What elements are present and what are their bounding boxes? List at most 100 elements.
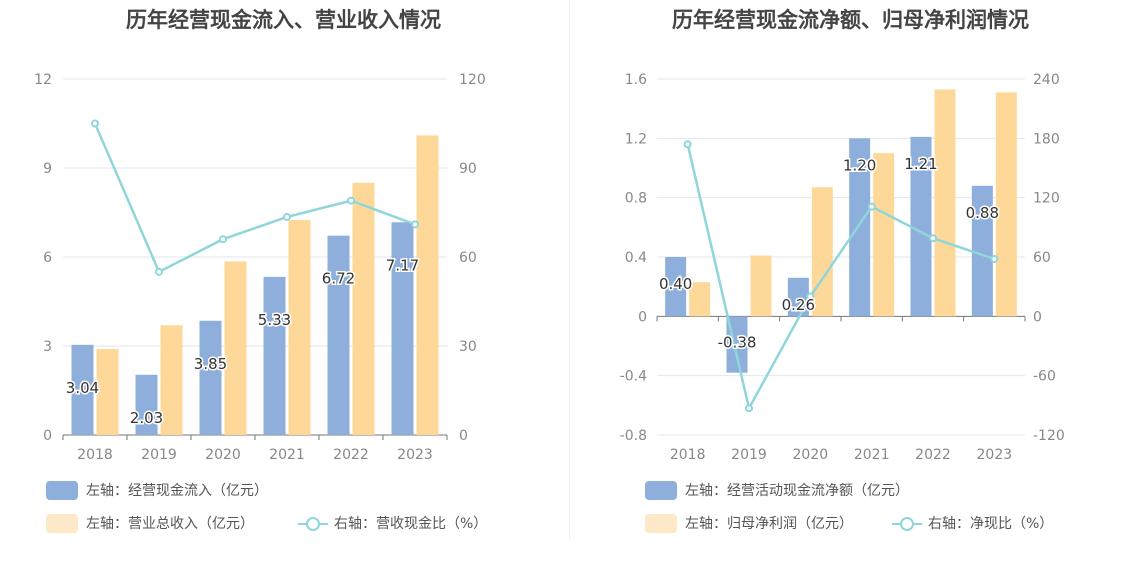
right-axis-tick-label: 180 (1033, 131, 1060, 147)
bar-series-1 (971, 185, 993, 317)
ratio-line-point (745, 404, 753, 413)
bar-series-1 (665, 257, 687, 317)
right-axis-tick-label: 0 (1033, 309, 1042, 325)
bar-data-label: 0.40 (659, 275, 692, 293)
cash-inflow-revenue-panel: 历年经营现金流入、营业收入情况 0 3 6 9 12 0 30 60 90 120 2018 2019… (34, 8, 487, 533)
legend-label: 左轴：经营现金流入（亿元） (86, 483, 268, 499)
bar-data-label: 6.72 (322, 270, 355, 288)
ratio-line-point (283, 212, 291, 221)
x-axis-tick-label: 2018 (77, 447, 113, 463)
x-axis-tick-label: 2019 (731, 447, 767, 463)
x-axis-tick-label: 2022 (915, 447, 951, 463)
bar-data-label: 0.88 (966, 204, 999, 222)
right-axis-tick-label: -60 (1033, 369, 1056, 385)
bar-data-label: 1.21 (904, 155, 937, 173)
left-axis-tick-label: -0.8 (620, 428, 647, 444)
legend-cash-inflow[interactable]: 左轴：经营现金流入（亿元） (46, 480, 268, 500)
right-axis-tick-label: 30 (459, 339, 477, 355)
bar-series-2 (873, 153, 895, 317)
ratio-line-point (347, 196, 355, 205)
right-axis-tick-label: 60 (459, 250, 477, 266)
ratio-line-point (219, 235, 227, 244)
left-axis-tick-label: 3 (43, 339, 52, 355)
ratio-line-point (411, 220, 419, 229)
x-axis-tick-label: 2022 (333, 447, 369, 463)
left-axis-tick-label: 1.2 (625, 131, 647, 147)
right-axis-tick-label: 120 (1033, 191, 1060, 207)
right-axis-tick-label: 0 (459, 428, 468, 444)
bar-series-2 (811, 187, 833, 317)
ratio-line-point (990, 254, 999, 263)
bar-series-2 (689, 282, 711, 317)
legend-swatch-bar2 (46, 513, 78, 533)
ratio-line-point (91, 119, 99, 128)
left-axis-tick-label: 1.6 (625, 72, 647, 88)
ratio-line-point (155, 267, 163, 276)
legend-net-profit[interactable]: 左轴：归母净利润（亿元） (645, 513, 853, 533)
x-axis-tick-label: 2023 (397, 447, 433, 463)
bar-data-label: -0.38 (718, 334, 757, 352)
legend-line-marker-icon (298, 514, 328, 533)
bar-data-label: 7.17 (386, 256, 419, 274)
bar-series-1 (910, 136, 932, 317)
bar-series-2 (224, 261, 247, 435)
legend-swatch-bar1 (46, 480, 78, 500)
bar-series-2 (750, 255, 772, 317)
ratio-line-point (867, 202, 876, 211)
legend-net-cash-flow[interactable]: 左轴：经营活动现金流净额（亿元） (645, 480, 909, 500)
panel-divider (569, 0, 570, 540)
bar-series-2 (160, 325, 183, 435)
bar-data-label: 1.20 (843, 156, 876, 174)
left-axis-tick-label: 0.4 (625, 250, 647, 266)
legend-revenue[interactable]: 左轴：营业总收入（亿元） (46, 513, 254, 533)
right-axis-tick-label: 90 (459, 161, 477, 177)
right-axis-tick-label: 120 (459, 72, 486, 88)
legend-label: 左轴：归母净利润（亿元） (685, 516, 853, 532)
bar-data-label: 3.85 (194, 355, 227, 373)
right-axis-tick-label: 60 (1033, 250, 1051, 266)
legend-label: 左轴：经营活动现金流净额（亿元） (685, 483, 909, 499)
bar-series-1 (849, 138, 871, 317)
bar-series-2 (352, 182, 375, 435)
right-axis-tick-label: 240 (1033, 72, 1060, 88)
x-axis-tick-label: 2018 (670, 447, 706, 463)
bar-series-1 (199, 320, 222, 435)
x-axis-tick-label: 2019 (141, 447, 177, 463)
legend-swatch-bar1 (645, 480, 677, 500)
left-axis-tick-label: -0.4 (620, 369, 647, 385)
left-axis-tick-label: 0 (638, 309, 647, 325)
left-axis-tick-label: 0 (43, 428, 52, 444)
ratio-line-point (683, 140, 692, 149)
net-cash-flow-profit-panel: 历年经营现金流净额、归母净利润情况 -0.8 -0.4 0 0.4 0.8 1.2 1.6-… (567, 0, 1134, 582)
ratio-line (93, 123, 416, 274)
legend-label: 右轴：营收现金比（%） (334, 516, 488, 532)
x-axis-tick-label: 2021 (269, 447, 305, 463)
left-axis-tick-label: 0.8 (625, 191, 647, 207)
bar-series-2 (934, 89, 956, 317)
bar-series-2 (995, 92, 1017, 317)
bar-data-label: 2.03 (130, 409, 163, 427)
left-axis-tick-label: 6 (43, 250, 52, 266)
bar-data-label: 0.26 (782, 296, 815, 314)
bar-series-2 (96, 348, 119, 435)
ratio-line-point (806, 292, 815, 301)
x-axis-tick-label: 2020 (793, 447, 829, 463)
bar-series-2 (416, 135, 439, 435)
x-axis-tick-label: 2023 (977, 447, 1013, 463)
x-axis-tick-label: 2021 (854, 447, 890, 463)
bar-series-1 (135, 374, 158, 435)
left-axis-tick-label: 12 (34, 72, 52, 88)
legend-net-cash-ratio[interactable]: 右轴：净现比（%） (892, 513, 1053, 533)
bar-series-1 (391, 222, 414, 435)
bar-data-label: 5.33 (258, 311, 291, 329)
bar-series-1 (71, 344, 94, 435)
net-cash-flow-profit-chart: -0.8 -0.4 0 0.4 0.8 1.2 1.6 -120 -60 0 60 120 180 240… (620, 72, 1065, 463)
legend-line-marker-icon (892, 514, 922, 533)
x-axis-tick-label: 2020 (205, 447, 241, 463)
bar-data-label: 3.04 (66, 379, 99, 397)
chart-title: 历年经营现金流净额、归母净利润情况 (672, 8, 1029, 32)
legend-swatch-bar2 (645, 513, 677, 533)
right-axis-tick-label: -120 (1033, 428, 1065, 444)
legend-revenue-cash-ratio[interactable]: 右轴：营收现金比（%） (298, 513, 487, 533)
